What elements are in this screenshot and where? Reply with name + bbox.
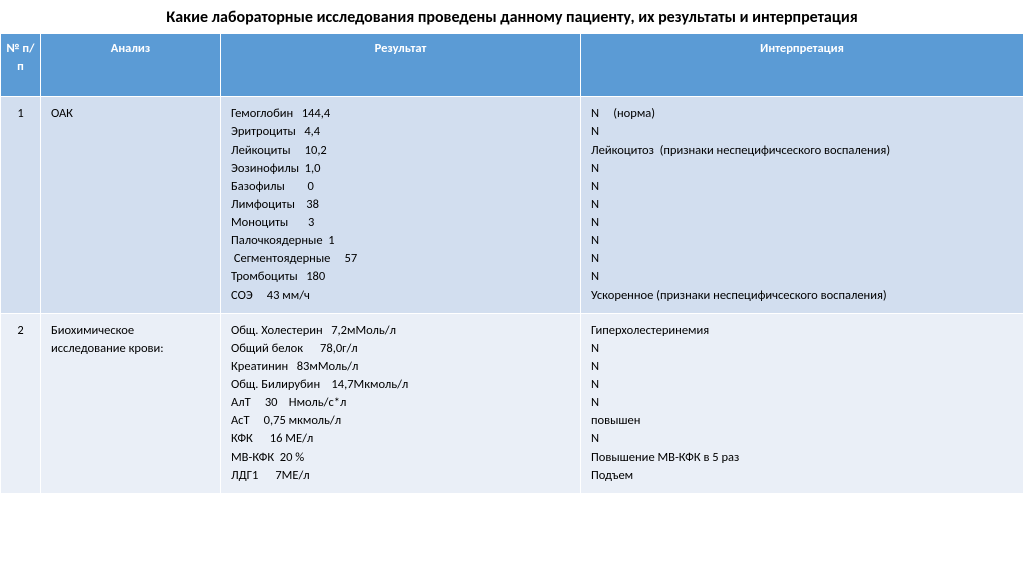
cell-result: Гемоглобин 144,4Эритроциты 4,4Лейкоциты … [221,97,581,313]
lab-results-table: № п/п Анализ Результат Интерпретация 1 О… [0,33,1024,494]
page-title: Какие лабораторные исследования проведен… [0,8,1024,27]
table-row: 1 ОАК Гемоглобин 144,4Эритроциты 4,4Лейк… [1,97,1024,313]
cell-num: 2 [1,313,41,493]
col-header-result: Результат [221,34,581,97]
cell-interpretation: N (норма)NЛейкоцитоз (признаки неспецифи… [581,97,1024,313]
cell-interpretation: ГиперхолестеринемияNNNNповышенNПовышение… [581,313,1024,493]
cell-analysis: Биохимическое исследование крови: [41,313,221,493]
col-header-num: № п/п [1,34,41,97]
table-row: 2 Биохимическое исследование крови: Общ.… [1,313,1024,493]
cell-analysis: ОАК [41,97,221,313]
cell-result: Общ. Холестерин 7,2мМоль/лОбщий белок 78… [221,313,581,493]
cell-num: 1 [1,97,41,313]
col-header-interpretation: Интерпретация [581,34,1024,97]
table-header-row: № п/п Анализ Результат Интерпретация [1,34,1024,97]
col-header-analysis: Анализ [41,34,221,97]
